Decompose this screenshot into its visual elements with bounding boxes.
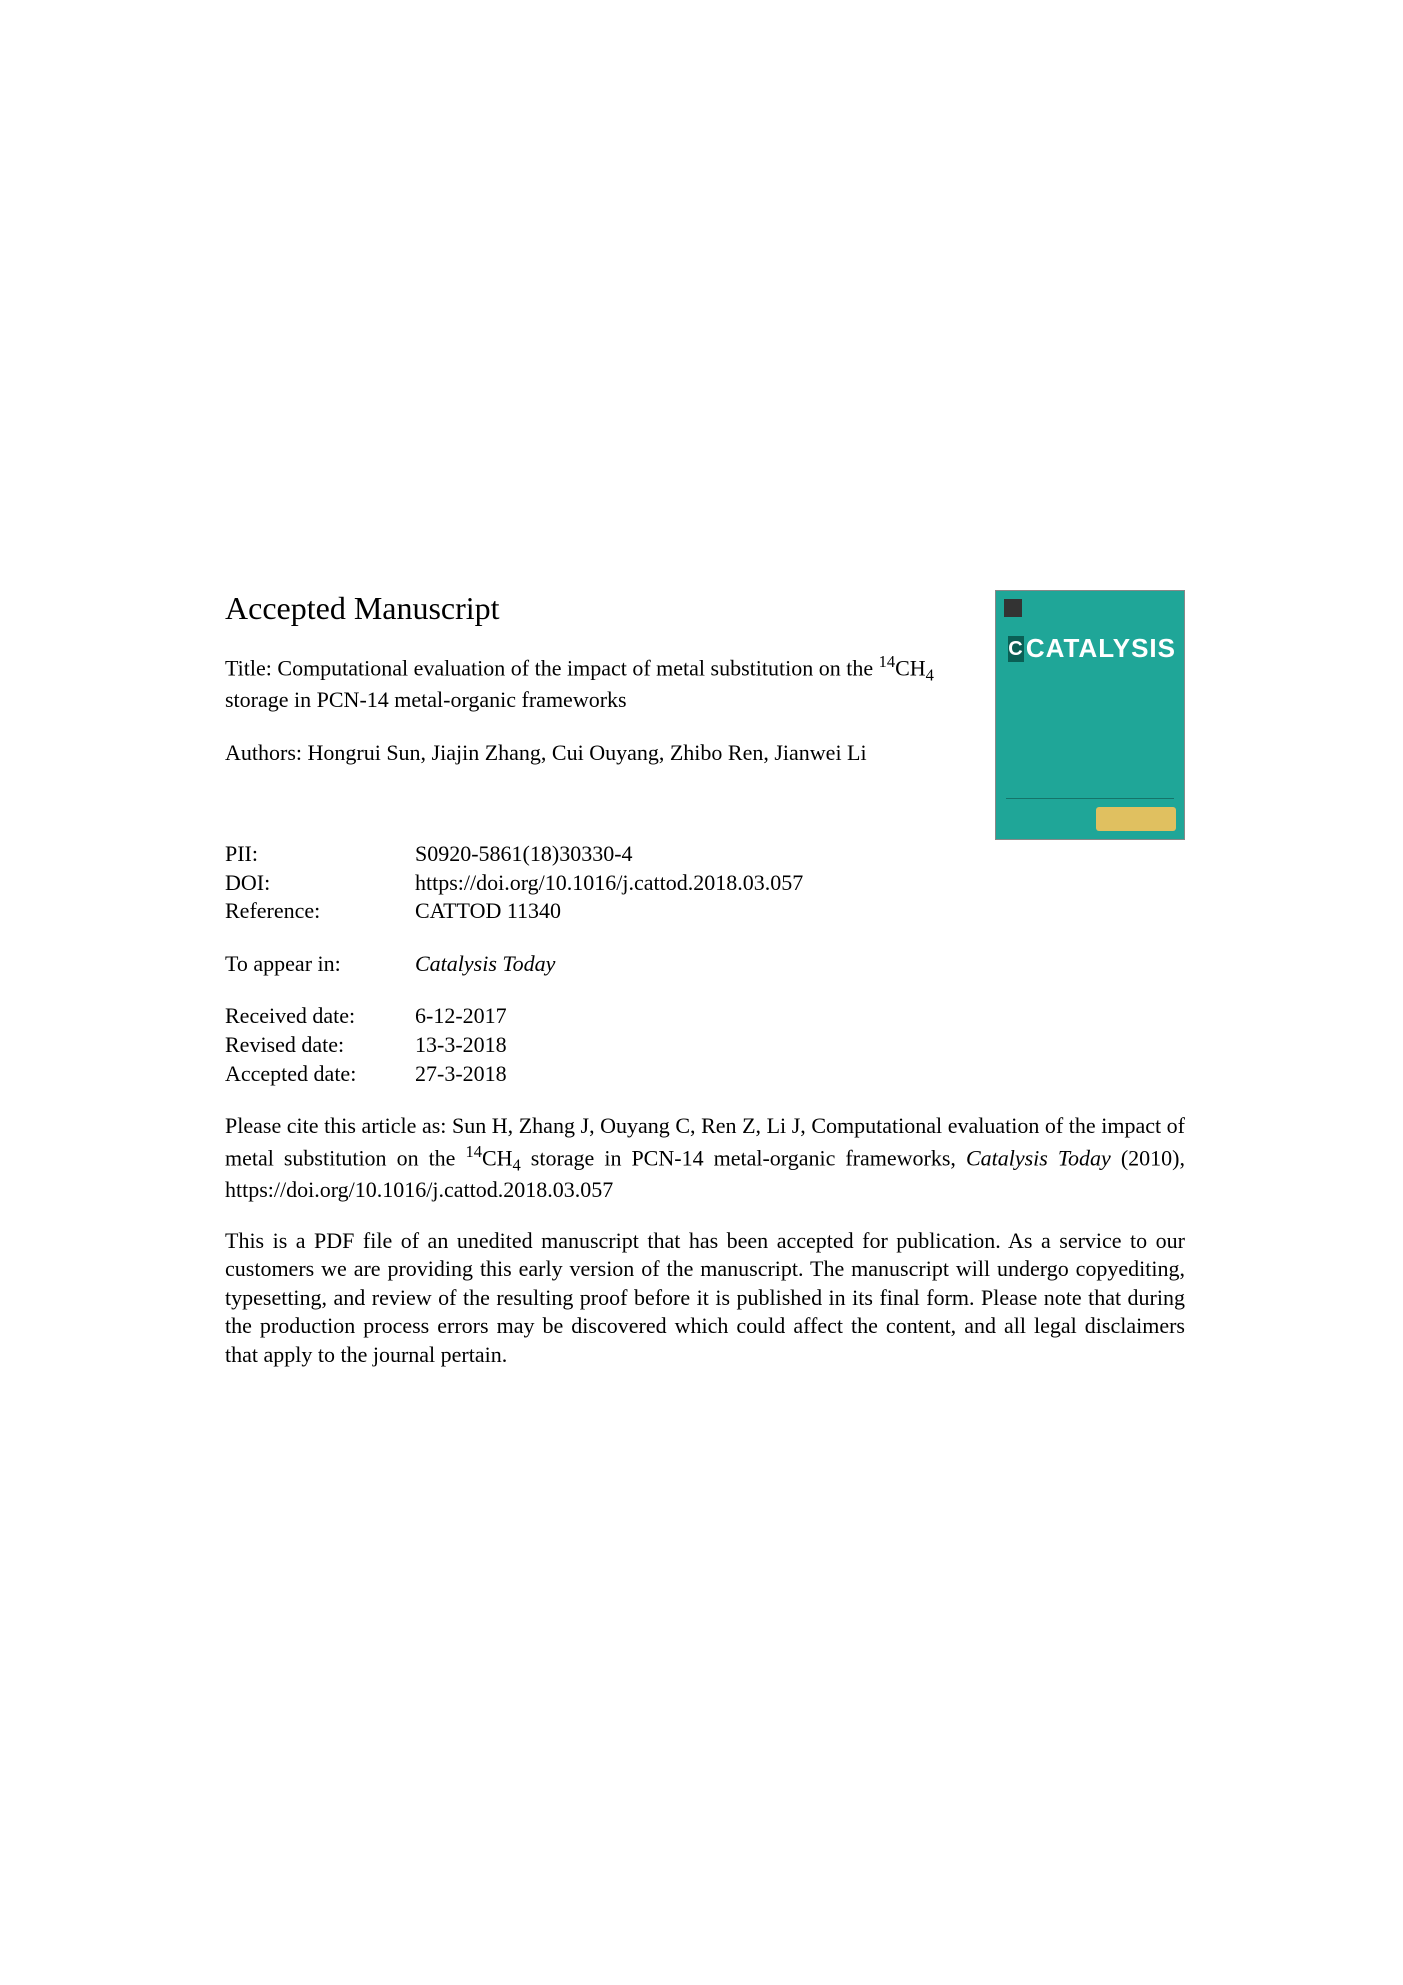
accepted-label: Accepted date: <box>225 1060 415 1089</box>
meta-row-revised: Revised date: 13-3-2018 <box>225 1031 1185 1060</box>
meta-row-doi: DOI: https://doi.org/10.1016/j.cattod.20… <box>225 869 1185 898</box>
title-mid: CH <box>895 655 926 680</box>
meta-row-pii: PII: S0920-5861(18)30330-4 <box>225 840 1185 869</box>
cover-divider <box>1006 798 1174 799</box>
received-label: Received date: <box>225 1002 415 1031</box>
cover-logo-icon <box>1004 599 1022 617</box>
title-subscript: 4 <box>926 666 934 685</box>
authors-prefix: Authors: <box>225 740 308 765</box>
accepted-value: 27-3-2018 <box>415 1060 1185 1089</box>
meta-row-accepted: Accepted date: 27-3-2018 <box>225 1060 1185 1089</box>
citation-part2: storage in PCN-14 metal-organic framewor… <box>521 1145 966 1170</box>
disclaimer-text: This is a PDF file of an unedited manusc… <box>225 1227 1185 1370</box>
journal-cover-thumbnail: CCATALYSIS <box>995 590 1185 840</box>
metadata-block-ids: PII: S0920-5861(18)30330-4 DOI: https://… <box>225 840 1185 926</box>
citation-text: Please cite this article as: Sun H, Zhan… <box>225 1112 1185 1204</box>
citation-sub: 4 <box>513 1155 521 1174</box>
reference-label: Reference: <box>225 897 415 926</box>
citation-sup: 14 <box>465 1142 482 1161</box>
metadata-block-dates: Received date: 6-12-2017 Revised date: 1… <box>225 1002 1185 1088</box>
received-value: 6-12-2017 <box>415 1002 1185 1031</box>
accepted-manuscript-page: Accepted Manuscript Title: Computational… <box>225 590 1185 1369</box>
metadata-block-appear: To appear in: Catalysis Today <box>225 950 1185 979</box>
header-block: Accepted Manuscript Title: Computational… <box>225 590 1185 840</box>
citation-mid: CH <box>482 1145 513 1170</box>
cover-journal-title: CCATALYSIS <box>1008 633 1176 664</box>
meta-row-appear: To appear in: Catalysis Today <box>225 950 1185 979</box>
manuscript-authors: Authors: Hongrui Sun, Jiajin Zhang, Cui … <box>225 739 965 768</box>
title-prefix: Title: <box>225 655 277 680</box>
doi-label: DOI: <box>225 869 415 898</box>
meta-row-received: Received date: 6-12-2017 <box>225 1002 1185 1031</box>
cover-publisher-badge <box>1096 807 1176 831</box>
authors-list: Hongrui Sun, Jiajin Zhang, Cui Ouyang, Z… <box>308 740 867 765</box>
page-heading: Accepted Manuscript <box>225 590 965 627</box>
meta-row-reference: Reference: CATTOD 11340 <box>225 897 1185 926</box>
manuscript-title: Title: Computational evaluation of the i… <box>225 651 965 715</box>
title-after: storage in PCN-14 metal-organic framewor… <box>225 687 627 712</box>
title-superscript: 14 <box>879 652 896 671</box>
cover-title-text: CATALYSIS <box>1026 633 1176 664</box>
header-text: Accepted Manuscript Title: Computational… <box>225 590 965 803</box>
reference-value: CATTOD 11340 <box>415 897 1185 926</box>
revised-label: Revised date: <box>225 1031 415 1060</box>
pii-label: PII: <box>225 840 415 869</box>
doi-value: https://doi.org/10.1016/j.cattod.2018.03… <box>415 869 1185 898</box>
appear-value: Catalysis Today <box>415 950 1185 979</box>
revised-value: 13-3-2018 <box>415 1031 1185 1060</box>
title-before: Computational evaluation of the impact o… <box>277 655 878 680</box>
pii-value: S0920-5861(18)30330-4 <box>415 840 1185 869</box>
cover-title-icon: C <box>1008 636 1024 662</box>
appear-label: To appear in: <box>225 950 415 979</box>
citation-journal: Catalysis Today <box>966 1145 1111 1170</box>
